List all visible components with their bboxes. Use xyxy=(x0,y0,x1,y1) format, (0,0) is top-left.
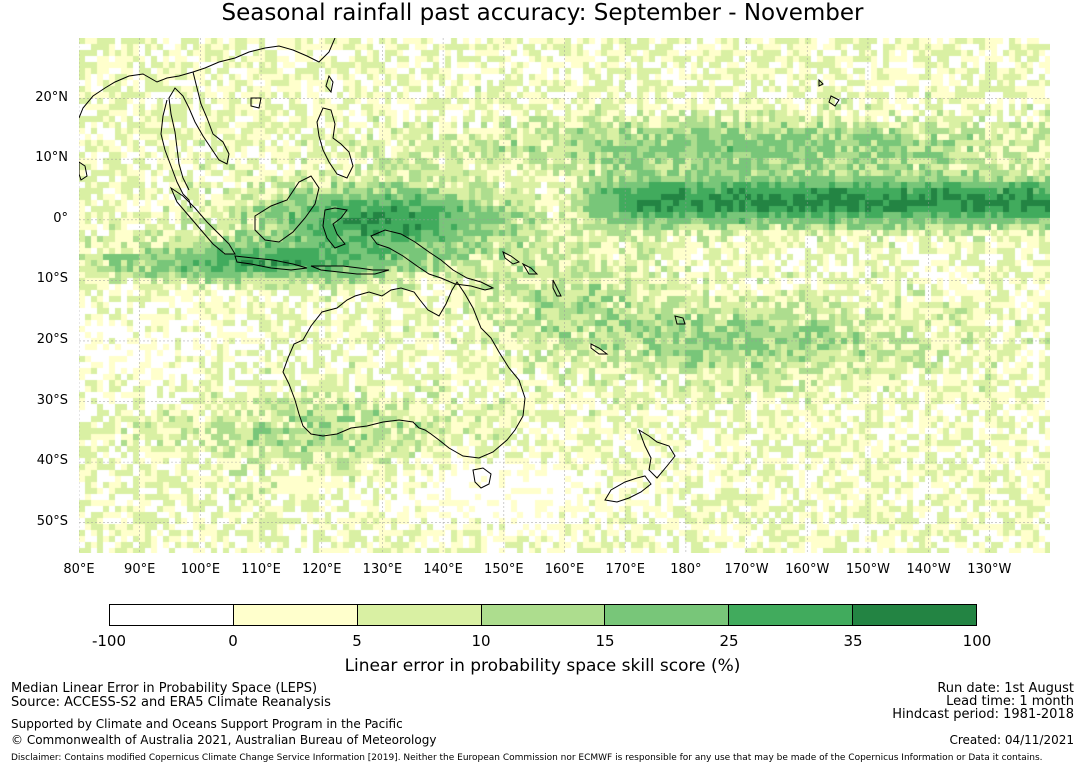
coastline-lesser-sunda xyxy=(310,265,390,275)
footer-created: Created: 04/11/2021 xyxy=(949,733,1074,747)
coastline-vanuatu xyxy=(552,279,562,297)
coastline-new-caledonia xyxy=(590,343,609,355)
longitude-label: 80°E xyxy=(63,562,95,577)
coastline-australia xyxy=(282,281,526,459)
colorbar-tick-label: 0 xyxy=(228,632,238,650)
coastline-nz-north xyxy=(638,428,676,479)
longitude-label: 100°E xyxy=(180,562,221,577)
coastline-borneo xyxy=(254,175,320,243)
longitude-label: 140°E xyxy=(423,562,463,577)
footer-copyright: © Commonwealth of Australia 2021, Austra… xyxy=(11,733,437,747)
colorbar-segment xyxy=(110,605,234,625)
latitude-label: 50°S xyxy=(36,513,68,529)
footer-method: Median Linear Error in Probability Space… xyxy=(11,681,318,696)
graticule xyxy=(79,38,1050,553)
colorbar-tick-label: -100 xyxy=(91,632,127,650)
coastline-sri-lanka xyxy=(79,161,88,181)
coastline-fiji xyxy=(674,315,686,325)
longitude-label: 150°E xyxy=(484,562,524,577)
longitude-label: 120°E xyxy=(301,562,342,577)
coastline-mainland-asia xyxy=(79,38,336,119)
colorbar-tick-label: 100 xyxy=(962,632,992,650)
footer-run-date: Run date: 1st August xyxy=(937,681,1074,696)
longitude-label: 170°W xyxy=(724,562,769,577)
longitude-label: 150°W xyxy=(845,562,891,577)
latitude-label: 40°S xyxy=(36,453,68,469)
latitude-label: 30°S xyxy=(36,392,68,408)
colorbar-segment xyxy=(853,605,977,625)
map-overlay xyxy=(79,38,1050,553)
coastline-hainan xyxy=(250,97,262,109)
colorbar-tick-label: 10 xyxy=(471,632,491,650)
longitude-label: 160°E xyxy=(544,562,585,577)
longitude-label: 130°E xyxy=(362,562,403,577)
colorbar-tick-label: 35 xyxy=(843,632,863,650)
latitude-label: 20°N xyxy=(35,89,68,105)
coastline-solomons xyxy=(502,251,539,275)
colorbar-tick-label: 25 xyxy=(719,632,739,650)
footer-source: Source: ACCESS-S2 and ERA5 Climate Reana… xyxy=(11,695,331,710)
latitude-label: 10°N xyxy=(35,150,68,166)
skill-score-map xyxy=(79,38,1050,553)
colorbar xyxy=(109,604,977,626)
longitude-label: 130°W xyxy=(967,562,1012,577)
footer-support: Supported by Climate and Oceans Support … xyxy=(11,717,403,731)
colorbar-tick-label: 5 xyxy=(352,632,362,650)
latitude-label: 0° xyxy=(53,210,68,226)
longitude-label: 90°E xyxy=(124,562,156,577)
map-title: Seasonal rainfall past accuracy: Septemb… xyxy=(221,0,864,26)
coastline-malay-peninsula xyxy=(160,99,192,209)
colorbar-segment xyxy=(729,605,854,625)
disclaimer: Disclaimer: Contains modified Copernicus… xyxy=(11,753,1043,763)
coastline-hawaii xyxy=(818,78,840,107)
colorbar-segment xyxy=(233,605,358,625)
colorbar-segment xyxy=(605,605,730,625)
longitude-label: 110°E xyxy=(241,562,281,577)
colorbar-segment xyxy=(481,605,606,625)
coastline-sumatra xyxy=(169,186,236,255)
coastline-indochina xyxy=(168,71,230,191)
coastline-sulawesi xyxy=(322,207,348,249)
coastline-tasmania xyxy=(472,467,492,489)
latitude-label: 10°S xyxy=(36,271,68,287)
latitude-label: 20°S xyxy=(36,331,68,347)
colorbar-label: Linear error in probability space skill … xyxy=(344,656,741,676)
colorbar-segment xyxy=(357,605,482,625)
longitude-label: 140°W xyxy=(906,562,951,577)
coastline-philippines xyxy=(316,107,354,179)
colorbar-tick-label: 15 xyxy=(595,632,615,650)
coastlines xyxy=(79,38,840,503)
coastline-java xyxy=(234,255,308,271)
longitude-label: 170°E xyxy=(605,562,645,577)
coastline-new-guinea xyxy=(370,229,495,291)
longitude-label: 160°W xyxy=(785,562,830,577)
footer-hindcast: Hindcast period: 1981-2018 xyxy=(892,707,1074,722)
longitude-label: 180° xyxy=(670,562,702,577)
footer-lead-time: Lead time: 1 month xyxy=(946,694,1074,709)
coastline-nz-south xyxy=(604,475,652,503)
coastline-taiwan xyxy=(325,74,334,94)
